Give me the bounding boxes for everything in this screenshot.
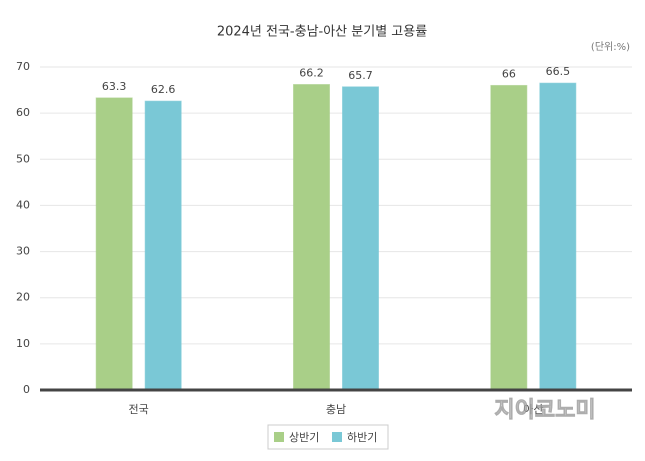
y-tick-label: 0	[23, 383, 30, 396]
value-label: 66.2	[299, 67, 324, 80]
legend-swatch	[274, 432, 284, 442]
x-tick-label: 전국	[129, 403, 149, 416]
legend-label: 하반기	[347, 430, 377, 444]
legend-box	[267, 424, 389, 450]
y-tick-label: 20	[16, 291, 30, 304]
value-label: 62.6	[151, 83, 176, 96]
y-tick-label: 30	[16, 245, 30, 258]
y-tick-label: 10	[16, 337, 30, 350]
value-label: 65.7	[348, 69, 373, 82]
x-tick-label: 아산	[523, 403, 543, 416]
bar	[342, 86, 379, 391]
value-label: 66	[502, 67, 516, 80]
x-tick-label: 충남	[326, 403, 346, 416]
chart-title: 2024년 전국-충남-아산 분기별 고용률	[217, 25, 427, 40]
y-tick-label: 40	[16, 198, 30, 211]
legend-swatch	[332, 432, 342, 442]
legend-label: 상반기	[289, 431, 319, 444]
y-tick-label: 70	[16, 60, 30, 73]
y-tick-label: 60	[16, 106, 30, 119]
bar	[95, 97, 133, 391]
unit-note: (단위:%)	[591, 40, 630, 53]
value-label: 63.3	[102, 80, 127, 93]
watermark: 지이코노미	[494, 398, 595, 423]
y-tick-label: 50	[16, 152, 30, 165]
value-label: 66.5	[546, 65, 571, 78]
bar	[539, 82, 577, 391]
bar	[293, 84, 330, 391]
bar	[144, 100, 182, 391]
bar	[490, 84, 528, 391]
